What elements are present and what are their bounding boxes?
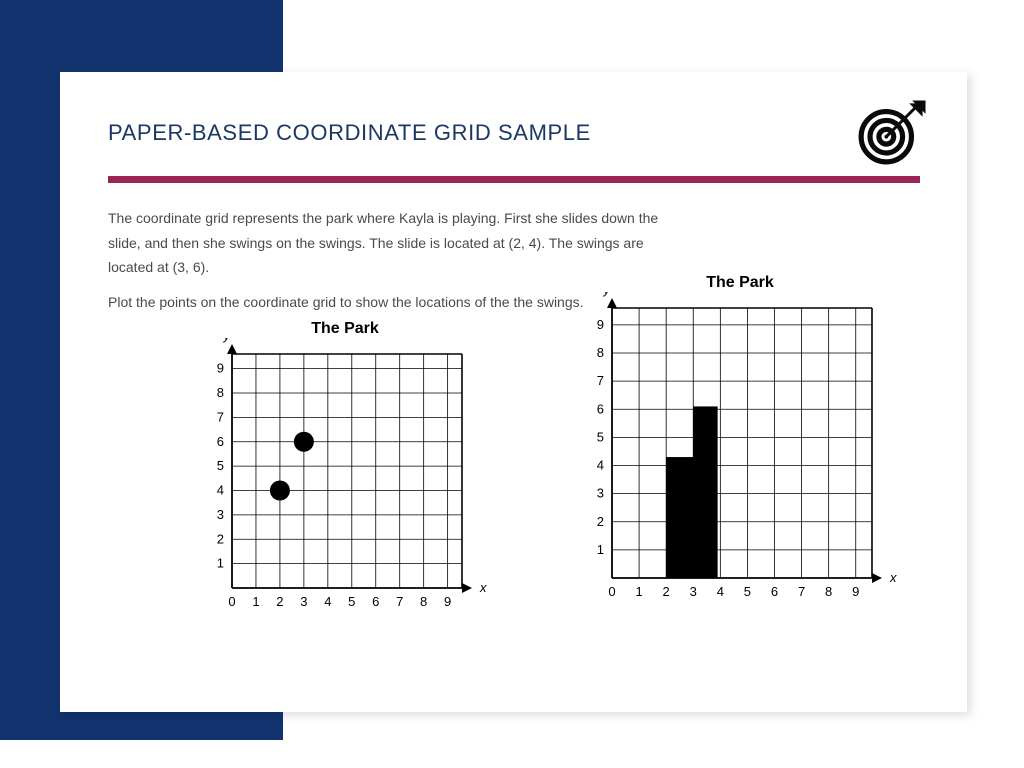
svg-text:6: 6 xyxy=(217,434,224,449)
svg-text:1: 1 xyxy=(597,542,604,557)
target-arrow-icon xyxy=(853,96,927,170)
svg-text:2: 2 xyxy=(663,584,670,599)
svg-text:2: 2 xyxy=(276,594,283,609)
svg-text:4: 4 xyxy=(217,483,224,498)
svg-text:7: 7 xyxy=(396,594,403,609)
svg-text:6: 6 xyxy=(597,401,604,416)
svg-text:x: x xyxy=(479,580,487,595)
svg-text:7: 7 xyxy=(597,373,604,388)
svg-text:7: 7 xyxy=(798,584,805,599)
page-title: PAPER-BASED COORDINATE GRID SAMPLE xyxy=(108,120,591,146)
svg-text:3: 3 xyxy=(300,594,307,609)
svg-text:0: 0 xyxy=(608,584,615,599)
svg-text:9: 9 xyxy=(597,317,604,332)
chart-left-title: The Park xyxy=(190,320,500,338)
svg-text:x: x xyxy=(889,570,897,585)
svg-text:2: 2 xyxy=(217,531,224,546)
svg-text:4: 4 xyxy=(717,584,724,599)
svg-text:5: 5 xyxy=(217,458,224,473)
svg-text:8: 8 xyxy=(597,345,604,360)
divider-rule xyxy=(108,176,920,183)
svg-text:1: 1 xyxy=(217,556,224,571)
svg-text:9: 9 xyxy=(444,594,451,609)
paragraph-1: The coordinate grid represents the park … xyxy=(108,206,668,280)
coordinate-grid-left: The Park 0 1 2 3 4 5 6 7 8 9 1 2 3 4 5 6 7 8 9 x y xyxy=(190,320,500,618)
svg-text:2: 2 xyxy=(597,514,604,529)
svg-text:3: 3 xyxy=(597,486,604,501)
svg-text:6: 6 xyxy=(372,594,379,609)
svg-text:8: 8 xyxy=(217,385,224,400)
svg-text:5: 5 xyxy=(597,429,604,444)
svg-text:6: 6 xyxy=(771,584,778,599)
svg-text:5: 5 xyxy=(348,594,355,609)
svg-text:3: 3 xyxy=(217,507,224,522)
svg-text:4: 4 xyxy=(597,458,604,473)
coordinate-grid-right: The Park 0 1 2 3 4 5 6 7 8 9 1 2 3 4 5 6 7 8 9 x y xyxy=(570,274,910,608)
svg-text:0: 0 xyxy=(228,594,235,609)
svg-text:3: 3 xyxy=(690,584,697,599)
svg-text:9: 9 xyxy=(217,361,224,376)
svg-text:y: y xyxy=(603,292,612,297)
svg-text:9: 9 xyxy=(852,584,859,599)
svg-text:7: 7 xyxy=(217,409,224,424)
svg-text:4: 4 xyxy=(324,594,331,609)
svg-text:5: 5 xyxy=(744,584,751,599)
svg-text:1: 1 xyxy=(635,584,642,599)
chart-right-title: The Park xyxy=(570,274,910,292)
svg-text:y: y xyxy=(223,338,232,343)
svg-text:8: 8 xyxy=(825,584,832,599)
content-card: PAPER-BASED COORDINATE GRID SAMPLE The c… xyxy=(60,72,967,712)
svg-text:1: 1 xyxy=(252,594,259,609)
svg-text:8: 8 xyxy=(420,594,427,609)
